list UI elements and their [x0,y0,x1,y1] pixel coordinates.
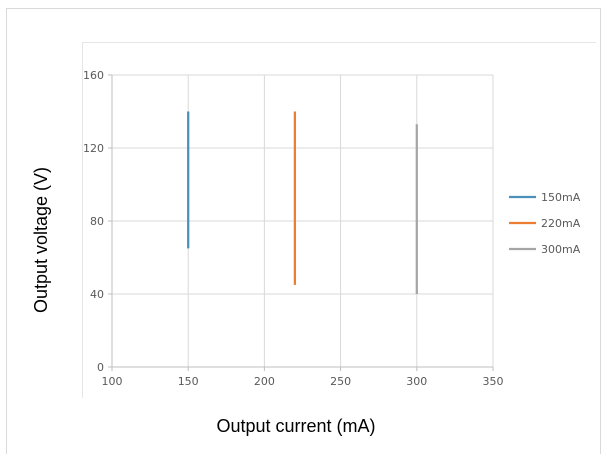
y-tick-label: 80 [90,215,104,228]
y-tick-label: 120 [83,142,104,155]
x-tick-label: 100 [102,375,123,388]
axes: 100 150 200 250 300 350 0 40 80 120 160 [83,69,504,388]
legend-label: 300mA [541,243,581,256]
y-tick-label: 160 [83,69,104,82]
chart-frame [6,8,601,454]
y-tick-label: 40 [90,288,104,301]
y-axis-title: Output voltage (V) [31,167,51,313]
y-tick-label: 0 [97,361,104,374]
x-tick-label: 250 [330,375,351,388]
plot-border [82,42,596,398]
legend: 150mA 220mA 300mA [509,191,581,256]
legend-label: 220mA [541,217,581,230]
series-group [187,111,418,294]
x-tick-label: 200 [254,375,275,388]
x-axis-title: Output current (mA) [216,416,375,436]
legend-label: 150mA [541,191,581,204]
x-tick-label: 350 [483,375,504,388]
x-tick-label: 300 [406,375,427,388]
grid [112,74,494,367]
x-tick-label: 150 [178,375,199,388]
